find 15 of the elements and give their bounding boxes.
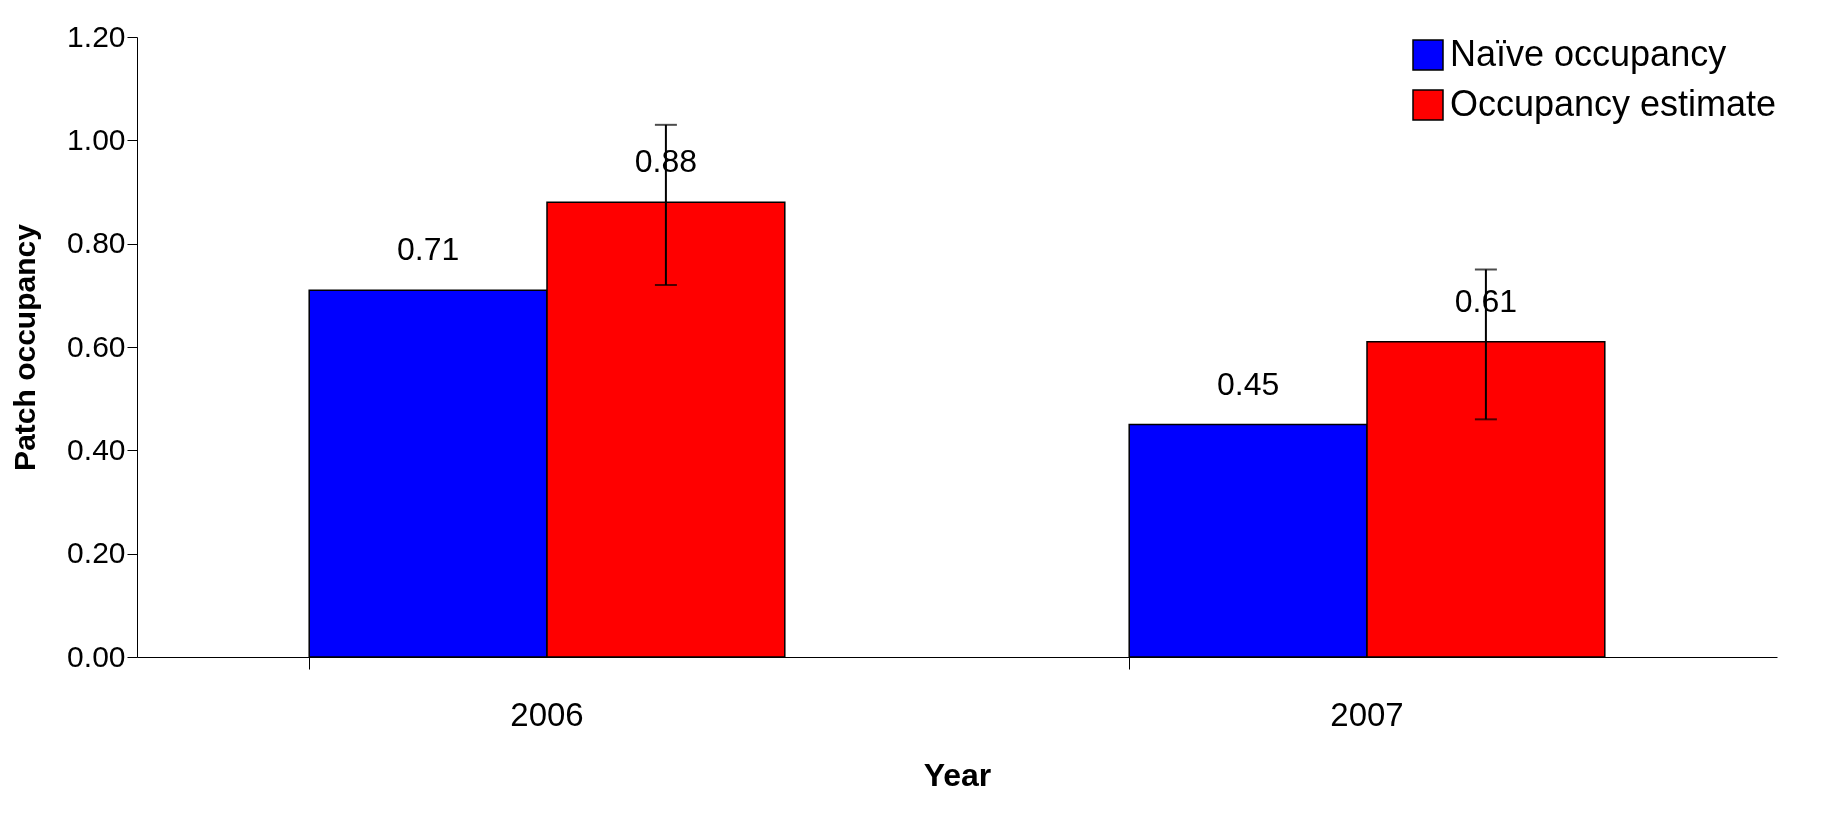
- x-tick-label: 2006: [510, 695, 584, 733]
- y-tick-label: 0.40: [67, 432, 126, 466]
- y-tick-label: 1.20: [67, 19, 126, 53]
- y-tick-label: 0.80: [67, 226, 126, 260]
- legend-label: Occupancy estimate: [1450, 83, 1777, 124]
- y-tick-label: 1.00: [67, 122, 126, 156]
- y-axis-title: Patch occupancy: [8, 223, 42, 471]
- y-tick-label: 0.60: [67, 329, 126, 363]
- y-tick-label: 0.20: [67, 536, 126, 570]
- legend-label: Naïve occupancy: [1450, 33, 1727, 74]
- x-tick-label: 2007: [1330, 695, 1404, 733]
- data-label: 0.71: [396, 231, 460, 268]
- x-axis-title: Year: [923, 756, 992, 793]
- y-tick-label: 0.00: [67, 639, 126, 673]
- data-label: 0.45: [1216, 365, 1280, 402]
